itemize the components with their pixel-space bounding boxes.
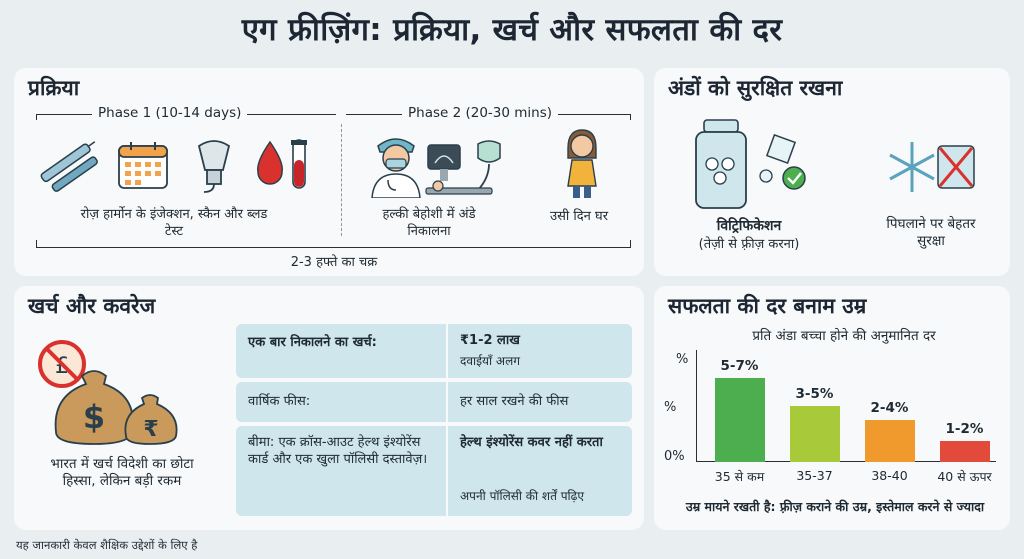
bar-value-label: 1-2% (945, 421, 984, 437)
svg-text:₹: ₹ (143, 417, 158, 442)
row-divider (446, 324, 448, 378)
table-row: बीमा: एक क्रॉस-आउट हेल्थ इंश्योरेंस कार्… (236, 426, 632, 516)
thaw-caption: पिघलाने पर बेहतर सुरक्षा (886, 216, 976, 249)
cycle-label: 2-3 हफ्ते का चक्र (290, 255, 378, 270)
snowflake-crossed-icon (889, 142, 975, 192)
storage-heading: अंडों को सुरक्षित रखना (668, 76, 843, 100)
row-value: हर साल रखने की फीस (460, 394, 569, 409)
patient-bed-icon (425, 180, 493, 195)
page-title: एग फ्रीज़िंग: प्रक्रिया, खर्च और सफलता क… (241, 12, 783, 48)
step2-caption: हल्की बेहोशी में अंडे निकालना (382, 207, 476, 239)
svg-text:$: $ (83, 398, 105, 436)
x-axis (696, 461, 996, 462)
chart-area: 5-7% 35 से कम 3-5% 35-37 2-4% 38-40 1-2% 40 से … (696, 350, 996, 484)
phase-divider (341, 124, 342, 236)
ultrasound-monitor-icon (427, 144, 461, 181)
cycle-bracket (36, 240, 631, 248)
x-tick-label: 40 से ऊपर (937, 469, 992, 484)
success-heading: सफलता की दर बनाम उम्र (668, 294, 867, 318)
cost-heading: खर्च और कवरेज (28, 294, 156, 318)
process-heading: प्रक्रिया (28, 76, 80, 100)
y-axis (696, 350, 697, 462)
ultrasound-probe-icon (197, 140, 231, 193)
step3-caption: उसी दिन घर (549, 209, 609, 224)
row-note: दवाईयाँ अलग (460, 354, 520, 368)
x-tick-label: 35-37 (796, 468, 833, 483)
row-note: अपनी पॉलिसी की शर्तें पढ़िए (460, 489, 585, 503)
y-tick-label: 0% (664, 449, 685, 464)
step1-caption: रोज़ हार्मोन के इंजेक्शन, स्कैन और ब्लड … (80, 207, 268, 239)
chart-bar (864, 420, 915, 462)
chart-bar (939, 441, 990, 462)
row-value: ₹1-2 लाख (460, 333, 520, 348)
row-label: बीमा: एक क्रॉस-आउट हेल्थ इंश्योरेंस कार्… (248, 435, 428, 467)
syringe-icon (40, 141, 98, 192)
cryo-tank-icon (695, 119, 747, 209)
y-tick-label: % (676, 352, 689, 367)
chart-bar (789, 406, 840, 462)
success-card: सफलता की दर बनाम उम्र प्रति अंडा बच्चा ह… (654, 286, 1010, 530)
ice-crystal-icon (759, 134, 806, 190)
cost-caption: भारत में खर्च विदेशी का छोटा हिस्सा, लेक… (50, 456, 194, 489)
bar-value-label: 3-5% (795, 386, 834, 402)
cost-card: खर्च और कवरेज £ $ ₹ भारत में खर्च विदेशी… (14, 286, 644, 530)
x-tick-label: 35 से कम (714, 469, 765, 484)
woman-walking-icon (567, 129, 597, 198)
row-label: वार्षिक फीस: (248, 394, 311, 409)
bar-value-label: 2-4% (870, 400, 909, 416)
phase1-label: Phase 1 (10-14 days) (92, 105, 248, 121)
vitrification-subtitle: (तेज़ी से फ़्रीज़ करना) (698, 237, 800, 252)
test-tube-icon (291, 139, 307, 189)
calendar-icon (118, 142, 168, 189)
storage-card: अंडों को सुरक्षित रखना विट्रिफिकेशन (तेज… (654, 68, 1010, 276)
row-divider (446, 382, 448, 422)
row-label: एक बार निकालने का खर्च: (248, 335, 377, 350)
x-tick-label: 38-40 (871, 468, 908, 483)
chart-bar (714, 378, 765, 462)
chart-subtitle: प्रति अंडा बच्चा होने की अनुमानित दर (752, 328, 936, 344)
blood-drop-icon (257, 140, 283, 185)
table-row: एक बार निकालने का खर्च: ₹1-2 लाख दवाईयाँ… (236, 324, 632, 378)
y-tick-label: % (664, 400, 677, 415)
table-row: वार्षिक फीस: हर साल रखने की फीस (236, 382, 632, 422)
success-footer: उम्र मायने रखती है: फ़्रीज़ कराने की उम्… (685, 499, 985, 514)
phase2-label: Phase 2 (20-30 mins) (402, 105, 559, 121)
row-divider (446, 426, 448, 516)
process-card: प्रक्रिया Phase 1 (10-14 days) Phase 2 (… (14, 68, 644, 276)
doctor-icon (371, 138, 421, 198)
disclaimer: यह जानकारी केवल शैक्षिक उद्देशों के लिए … (16, 538, 198, 552)
bar-value-label: 5-7% (720, 358, 759, 374)
money-bags-icon: £ $ ₹ (38, 340, 178, 445)
row-value: हेल्थ इंश्योरेंस कवर नहीं करता (460, 435, 603, 450)
vitrification-title: विट्रिफिकेशन (716, 218, 782, 234)
